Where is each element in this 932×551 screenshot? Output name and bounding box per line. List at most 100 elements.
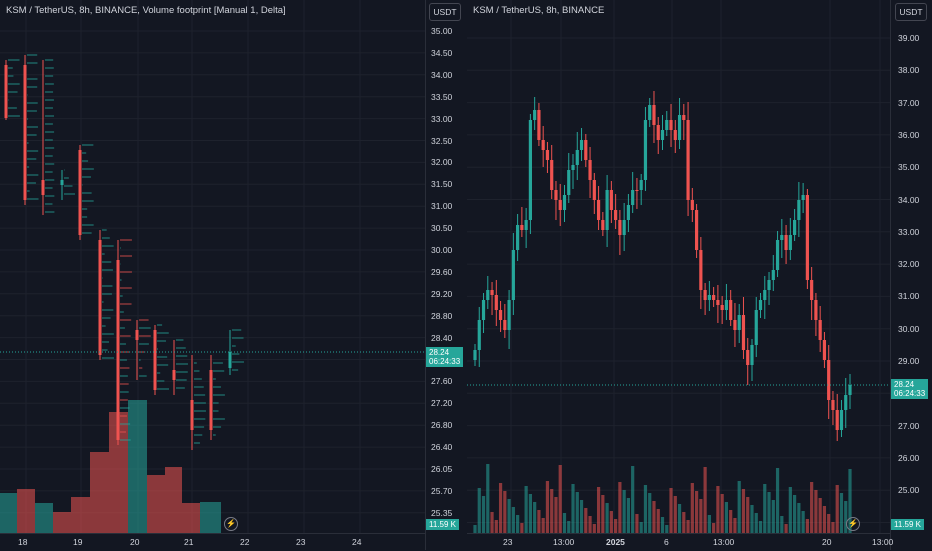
- time-label: 20: [822, 537, 832, 547]
- volume-bar: [805, 519, 809, 533]
- volume-bar: [780, 516, 784, 533]
- volume-bar: [631, 466, 635, 533]
- right-chart-pane[interactable]: KSM / TetherUS, 8h, BINANCE ⚡ USDT 39.00…: [467, 0, 932, 551]
- time-label: 13:00: [872, 537, 894, 547]
- left-price-axis[interactable]: USDT 35.00 34.50 34.00 33.50 33.00 32.50 32.00…: [425, 0, 467, 550]
- volume-bar: [558, 465, 562, 533]
- price-tick-label: 32.50: [431, 135, 453, 146]
- left-chart-pane[interactable]: KSM / TetherUS, 8h, BINANCE, Volume foot…: [0, 0, 467, 551]
- candle-body: [473, 350, 477, 360]
- right-chart-title: KSM / TetherUS, 8h, BINANCE: [473, 5, 605, 16]
- volume-bar: [473, 525, 477, 533]
- volume-profile-bar: [109, 412, 128, 533]
- candle-body: [524, 220, 528, 230]
- volume-bar: [822, 506, 827, 533]
- volume-profile-bar: [165, 467, 182, 533]
- left-currency-button[interactable]: USDT: [429, 3, 461, 21]
- price-tick-label: 30.00: [431, 245, 453, 255]
- volume-bar: [481, 496, 486, 533]
- price-tick-label: 27.20: [431, 398, 453, 409]
- lightning-icon[interactable]: ⚡: [846, 517, 860, 531]
- volume-bar: [686, 520, 690, 533]
- time-label: 23: [296, 537, 306, 547]
- candle-body: [511, 250, 515, 300]
- price-tick-label: 29.00: [898, 356, 920, 366]
- time-label: 13:00: [713, 537, 735, 547]
- right-price-axis[interactable]: USDT 39.00 38.00 37.00 36.00 35.00 34.00 33.00…: [890, 0, 932, 550]
- price-tick-label: 28.80: [431, 310, 453, 321]
- candle-body: [848, 385, 852, 395]
- time-label: 20: [130, 537, 140, 547]
- candle-body: [98, 240, 102, 355]
- candle-body: [797, 200, 801, 220]
- price-tick-label: 35.00: [898, 162, 920, 173]
- volume-bar: [788, 487, 792, 533]
- volume-profile-bar: [182, 503, 200, 533]
- price-tick-label: 34.00: [898, 194, 920, 205]
- right-candle-plot[interactable]: [467, 0, 890, 533]
- left-chart-title: KSM / TetherUS, 8h, BINANCE, Volume foot…: [6, 5, 286, 16]
- candle-body: [228, 352, 232, 368]
- volume-bar: [545, 481, 550, 533]
- volume-bar: [537, 510, 541, 533]
- price-tick-label: 27.00: [898, 420, 920, 431]
- candle-body: [703, 290, 707, 300]
- price-tick-label: 33.00: [898, 226, 920, 237]
- volume-bar: [626, 498, 631, 533]
- price-tick-label: 25.00: [898, 485, 920, 496]
- left-footprint-plot[interactable]: [0, 0, 425, 533]
- candle-body: [784, 235, 788, 250]
- candle-body: [584, 140, 588, 160]
- candle-body: [116, 260, 120, 440]
- candle-body: [656, 125, 660, 140]
- volume-bar: [754, 513, 758, 533]
- lightning-icon[interactable]: ⚡: [224, 517, 238, 531]
- time-label: 6: [664, 537, 669, 547]
- candle-body: [758, 300, 763, 310]
- candle-body: [805, 195, 809, 280]
- volume-bar: [784, 524, 788, 533]
- candle-body: [669, 120, 673, 130]
- volume-bar: [699, 499, 703, 533]
- volume-bar: [652, 501, 656, 533]
- candle-body: [477, 320, 481, 350]
- volume-bar: [503, 491, 507, 533]
- candle-body: [763, 290, 767, 300]
- volume-profile-bar: [200, 502, 221, 533]
- volume-bar: [490, 512, 494, 533]
- right-volume-tag: 11.59 K: [891, 519, 924, 530]
- candle-body: [835, 410, 839, 430]
- volume-profile-bar: [128, 400, 147, 533]
- volume-bar: [609, 511, 613, 533]
- time-label: 13:00: [553, 537, 575, 547]
- price-tick-label: 35.00: [431, 26, 453, 36]
- right-currency-button[interactable]: USDT: [895, 3, 927, 21]
- candle-body: [588, 160, 592, 180]
- candle-body: [172, 370, 176, 380]
- candle-body: [673, 130, 677, 140]
- candle-body: [643, 120, 648, 180]
- left-time-axis[interactable]: 18 19 20 21 22 23 24: [0, 533, 425, 551]
- price-tick-label: 38.00: [898, 65, 920, 76]
- volume-bar: [724, 502, 729, 533]
- price-tick-label: 32.00: [898, 259, 920, 270]
- candle-body: [537, 110, 541, 140]
- volume-bar: [758, 521, 763, 533]
- candle-body: [737, 315, 741, 330]
- left-countdown: 06:24:33: [429, 357, 461, 366]
- volume-profile-bar: [53, 512, 71, 533]
- volume-bar: [844, 501, 848, 533]
- price-tick-label: 26.40: [431, 442, 453, 453]
- right-time-axis[interactable]: 23 13:00 2025 6 13:00 20 13:00: [467, 533, 894, 551]
- candle-body: [618, 220, 622, 235]
- candle-body: [528, 120, 532, 220]
- time-label: 2025: [606, 537, 625, 547]
- candle-body: [209, 370, 213, 430]
- volume-bar: [639, 522, 643, 533]
- volume-bar: [528, 494, 532, 533]
- candle-body: [831, 400, 835, 410]
- volume-bar: [618, 482, 622, 533]
- volume-bar: [524, 486, 528, 533]
- candle-body: [541, 140, 545, 150]
- volume-bar: [737, 481, 741, 533]
